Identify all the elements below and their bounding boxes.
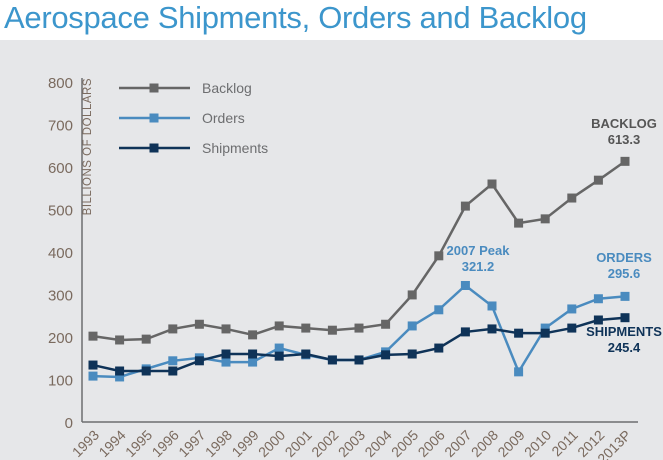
data-point <box>274 343 284 353</box>
annotation-title: SHIPMENTS <box>586 324 662 339</box>
data-point <box>301 323 311 333</box>
data-point <box>354 355 364 365</box>
data-point <box>460 327 470 337</box>
y-tick-label: 300 <box>48 288 73 305</box>
data-point <box>593 175 603 185</box>
y-tick-label: 0 <box>65 415 73 432</box>
data-point <box>168 356 178 366</box>
data-point <box>115 366 125 376</box>
data-point <box>593 294 603 304</box>
data-point <box>567 193 577 203</box>
data-point <box>88 331 98 341</box>
data-point <box>487 324 497 334</box>
data-point <box>460 280 470 290</box>
data-point <box>327 325 337 335</box>
legend-item-orders: Orders <box>119 110 245 126</box>
data-point <box>407 349 417 359</box>
data-point <box>540 323 550 333</box>
data-point <box>248 330 258 340</box>
y-tick-label: 600 <box>48 160 73 177</box>
data-point <box>88 360 98 370</box>
y-tick-label: 800 <box>48 75 73 92</box>
data-point <box>327 355 337 365</box>
legend-marker <box>149 83 159 93</box>
data-point <box>434 251 444 261</box>
data-point <box>407 290 417 300</box>
data-point <box>593 315 603 325</box>
data-point <box>620 156 630 166</box>
data-point <box>221 324 231 334</box>
data-point <box>407 321 417 331</box>
chart: 0100200300400500600700800199319941995199… <box>0 40 663 460</box>
data-point <box>274 321 284 331</box>
data-point <box>141 334 151 344</box>
y-tick-label: 400 <box>48 245 73 262</box>
legend-item-shipments: Shipments <box>119 140 268 156</box>
data-point <box>620 313 630 323</box>
annotation-value: 295.6 <box>608 266 641 281</box>
data-point <box>567 323 577 333</box>
data-point <box>115 372 125 382</box>
data-point <box>354 323 364 333</box>
legend-marker <box>149 113 159 123</box>
series-shipments <box>88 313 630 376</box>
data-point <box>115 335 125 345</box>
data-point <box>540 214 550 224</box>
legend-item-backlog: Backlog <box>119 80 252 96</box>
data-point <box>141 366 151 376</box>
legend-label: Orders <box>202 110 245 126</box>
legend-label: Shipments <box>202 140 268 156</box>
annotation-title: 2007 Peak <box>447 243 511 258</box>
chart-title: Aerospace Shipments, Orders and Backlog <box>4 0 587 35</box>
data-point <box>168 366 178 376</box>
data-point <box>274 351 284 361</box>
y-axis-label: BILLIONS OF DOLLARS <box>82 78 94 215</box>
legend-marker <box>149 143 159 153</box>
annotation-title: BACKLOG <box>591 116 657 131</box>
data-point <box>248 357 258 367</box>
data-point <box>221 349 231 359</box>
annotation-value: 613.3 <box>608 132 641 147</box>
data-point <box>88 371 98 381</box>
y-tick-label: 500 <box>48 203 73 220</box>
annotation-title: ORDERS <box>596 250 652 265</box>
data-point <box>434 343 444 353</box>
data-point <box>514 328 524 338</box>
data-point <box>434 305 444 315</box>
data-point <box>514 218 524 228</box>
y-tick-label: 200 <box>48 330 73 347</box>
data-point <box>487 179 497 189</box>
data-point <box>567 304 577 314</box>
data-point <box>620 291 630 301</box>
data-point <box>381 319 391 329</box>
y-tick-label: 700 <box>48 118 73 135</box>
annotation-value: 245.4 <box>608 340 641 355</box>
series-backlog <box>88 156 630 345</box>
data-point <box>248 349 258 359</box>
data-point <box>194 319 204 329</box>
legend-label: Backlog <box>202 80 252 96</box>
annotation-value: 321.2 <box>462 259 495 274</box>
data-point <box>460 201 470 211</box>
data-point <box>381 350 391 360</box>
data-point <box>168 324 178 334</box>
data-point <box>221 357 231 367</box>
y-tick-label: 100 <box>48 373 73 390</box>
data-point <box>540 328 550 338</box>
plot-background <box>0 40 663 460</box>
data-point <box>301 349 311 359</box>
data-point <box>487 301 497 311</box>
data-point <box>194 356 204 366</box>
data-point <box>514 367 524 377</box>
